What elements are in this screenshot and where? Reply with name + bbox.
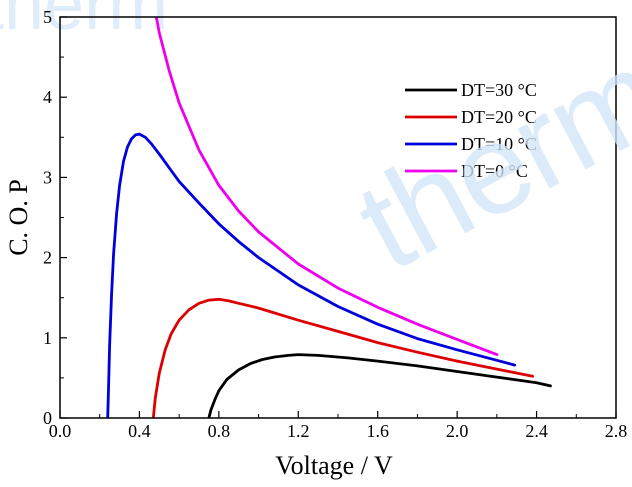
legend-label-2: DT=10 °C bbox=[461, 134, 537, 154]
y-tick-label-5: 5 bbox=[43, 7, 52, 27]
y-axis-label: C. O. P bbox=[4, 179, 33, 256]
x-axis-label: Voltage / V bbox=[275, 451, 393, 480]
x-tick-label-5: 2.0 bbox=[446, 421, 469, 441]
x-tick-label-3: 1.2 bbox=[287, 421, 310, 441]
x-tick-label-2: 0.8 bbox=[208, 421, 231, 441]
x-tick-label-0: 0.0 bbox=[49, 421, 72, 441]
y-tick-label-0: 0 bbox=[43, 408, 52, 428]
x-tick-label-7: 2.8 bbox=[605, 421, 628, 441]
series-line-0 bbox=[207, 353, 552, 418]
y-tick-label-2: 2 bbox=[43, 248, 52, 268]
series-line-2 bbox=[106, 132, 517, 418]
y-tick-label-4: 4 bbox=[43, 87, 52, 107]
x-tick-label-6: 2.4 bbox=[525, 421, 548, 441]
x-tick-label-4: 1.6 bbox=[366, 421, 389, 441]
y-tick-label-1: 1 bbox=[43, 328, 52, 348]
legend-label-3: DT=0 °C bbox=[461, 161, 528, 181]
series-group bbox=[106, 17, 552, 418]
series-line-3 bbox=[154, 17, 499, 356]
legend-label-0: DT=30 °C bbox=[461, 80, 537, 100]
legend-label-1: DT=20 °C bbox=[461, 107, 537, 127]
y-tick-label-3: 3 bbox=[43, 167, 52, 187]
series-line-1 bbox=[151, 297, 534, 418]
x-tick-label-1: 0.4 bbox=[128, 421, 151, 441]
